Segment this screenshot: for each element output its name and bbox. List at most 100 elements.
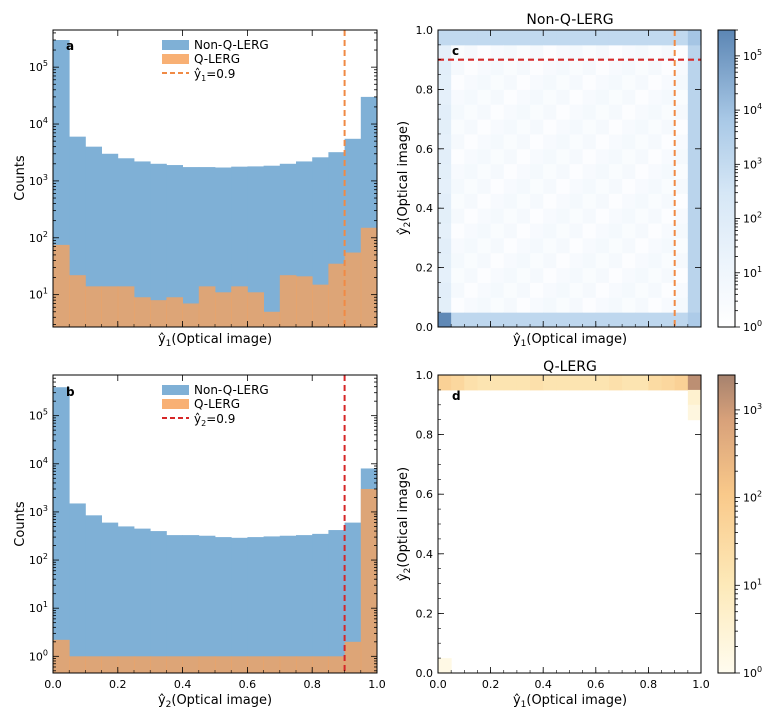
colorbar-tick-label: 102 <box>743 490 762 505</box>
panel-d-heatmap: Q-LERG 0.0 0.2 0.4 0.6 0.8 1.0 0.0 0.2 0.4 0.6 0.8… <box>396 359 762 710</box>
heatmap-cell <box>595 267 610 283</box>
heatmap-cell <box>674 237 689 254</box>
heatmap-cell <box>622 267 636 283</box>
bar-q-lerg-10 <box>215 656 232 673</box>
colorbar-tick-label: 103 <box>743 156 762 171</box>
heatmap-cell <box>556 148 570 165</box>
heatmap-cell <box>582 104 597 120</box>
heatmap-cell <box>582 223 597 239</box>
bar-non-q-lerg-14 <box>279 535 297 673</box>
heatmap-cell <box>530 375 544 391</box>
heatmap-cell <box>582 163 597 179</box>
heatmap-cell <box>582 297 597 313</box>
heatmap-cell <box>464 30 478 46</box>
bar-q-lerg-11 <box>231 286 248 327</box>
heatmap-cell <box>569 252 584 269</box>
heatmap-cell <box>464 133 478 150</box>
heatmap-cell <box>569 297 584 313</box>
heatmap-cell <box>622 375 636 391</box>
heatmap-cell <box>569 59 584 76</box>
heatmap-cell <box>569 44 584 61</box>
bar-non-q-lerg-3 <box>101 153 119 327</box>
heatmap-cell <box>451 297 465 313</box>
heatmap-cell <box>503 297 518 313</box>
heatmap-cell <box>516 237 531 254</box>
heatmap-cell <box>477 267 492 283</box>
heatmap-cell <box>503 59 518 76</box>
heatmap-cell <box>661 104 676 120</box>
heatmap-cell <box>556 193 570 209</box>
bar-q-lerg-17 <box>328 263 345 327</box>
heatmap-cell <box>595 223 610 239</box>
heatmap-cell <box>451 252 465 269</box>
legend-swatch-non-q-lerg <box>162 385 189 395</box>
heatmap-cell <box>543 148 557 165</box>
heatmap-cell <box>648 133 663 150</box>
y-tick-label: 0.8 <box>416 83 434 96</box>
heatmap-cell <box>648 148 663 165</box>
bar-q-lerg-5 <box>134 297 151 327</box>
heatmap-cell <box>556 208 570 224</box>
heatmap-cell <box>661 267 676 283</box>
heatmap-cell <box>661 148 676 165</box>
heatmap-cell <box>530 59 544 76</box>
y-tick-label: 0.2 <box>416 262 434 275</box>
heatmap-cell <box>438 223 452 239</box>
heatmap-cell <box>516 312 531 328</box>
heatmap-cell <box>490 312 505 328</box>
heatmap-cell <box>451 104 465 120</box>
heatmap-cell <box>477 119 492 135</box>
heatmap-cell <box>687 163 702 179</box>
heatmap-cell <box>503 163 518 179</box>
bar-non-q-lerg-2 <box>85 515 102 673</box>
panel-d-xlabel: ŷ1(Optical image) <box>513 693 627 710</box>
heatmap-cell <box>635 193 649 209</box>
heatmap-cell <box>569 30 584 46</box>
heatmap-cell <box>556 59 570 76</box>
heatmap-cell <box>503 44 518 61</box>
heatmap-cell <box>622 133 636 150</box>
bar-non-q-lerg-5 <box>134 528 151 673</box>
heatmap-cell <box>477 163 492 179</box>
heatmap-cell <box>569 104 584 120</box>
heatmap-cell <box>569 223 584 239</box>
bar-non-q-lerg-0 <box>53 387 70 673</box>
heatmap-cell <box>622 208 636 224</box>
x-tick-label: 0.2 <box>109 678 127 691</box>
heatmap-cell <box>477 297 492 313</box>
heatmap-cell <box>622 178 636 194</box>
heatmap-cell <box>503 282 518 298</box>
heatmap-cell <box>635 44 649 61</box>
heatmap-cell <box>477 104 492 120</box>
legend-label-q-lerg: Q-LERG <box>194 397 240 411</box>
bar-non-q-lerg-16 <box>312 533 329 673</box>
heatmap-cell <box>582 44 597 61</box>
bar-q-lerg-8 <box>182 656 200 673</box>
heatmap-cell <box>582 208 597 224</box>
heatmap-cell <box>438 267 452 283</box>
heatmap-cell <box>438 148 452 165</box>
heatmap-cell <box>622 30 636 46</box>
heatmap-cell <box>556 252 570 269</box>
heatmap-cell <box>582 282 597 298</box>
heatmap-cell <box>438 178 452 194</box>
heatmap-cell <box>687 312 702 328</box>
heatmap-cell <box>490 282 505 298</box>
bar-q-lerg-1 <box>69 656 86 673</box>
bar-q-lerg-19 <box>360 227 378 327</box>
heatmap-cell <box>490 30 505 46</box>
heatmap-cell <box>516 163 531 179</box>
legend-swatch-q-lerg <box>162 399 189 409</box>
heatmap-cell <box>451 312 465 328</box>
bar-non-q-lerg-17 <box>328 530 345 673</box>
heatmap-cell <box>477 30 492 46</box>
heatmap-cell <box>451 30 465 46</box>
heatmap-cell <box>490 119 505 135</box>
heatmap-cell <box>530 267 544 283</box>
heatmap-cell <box>569 312 584 328</box>
heatmap-cell <box>674 133 689 150</box>
bar-non-q-lerg-4 <box>117 526 135 673</box>
heatmap-cell <box>622 74 636 90</box>
heatmap-cell <box>464 208 478 224</box>
heatmap-cell <box>674 148 689 165</box>
